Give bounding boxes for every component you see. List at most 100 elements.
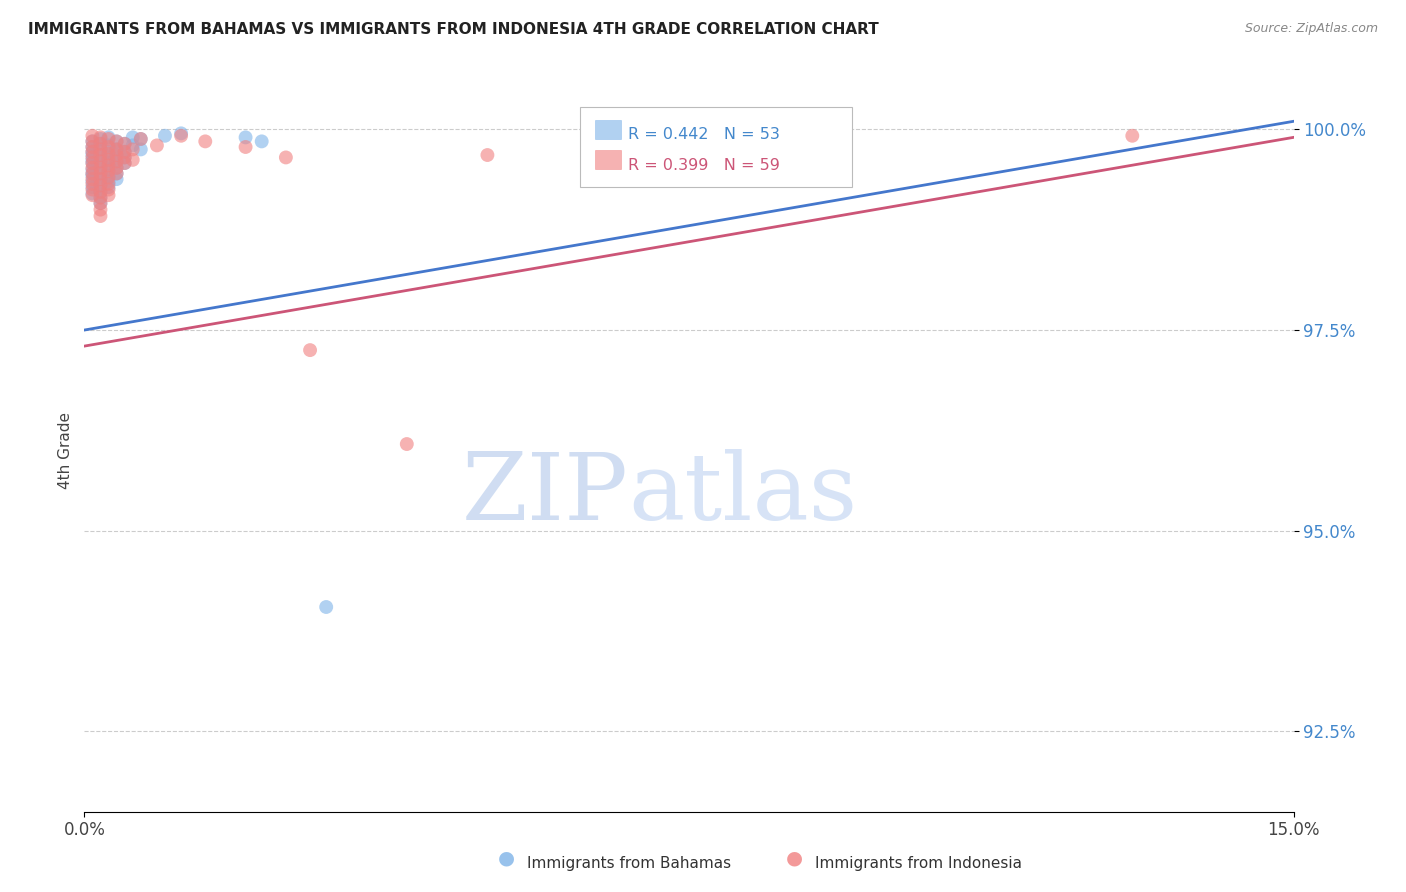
Point bbox=[105, 142, 128, 156]
Point bbox=[114, 145, 136, 159]
Point bbox=[89, 166, 111, 180]
Point bbox=[89, 161, 111, 175]
Point bbox=[82, 153, 104, 167]
Point bbox=[105, 161, 128, 175]
Point bbox=[121, 130, 143, 145]
Point bbox=[89, 154, 111, 169]
Text: R = 0.399   N = 59: R = 0.399 N = 59 bbox=[628, 158, 780, 173]
Point bbox=[1121, 128, 1143, 143]
Point bbox=[89, 142, 111, 156]
Point bbox=[105, 154, 128, 169]
Point bbox=[97, 145, 120, 159]
Point bbox=[89, 178, 111, 193]
FancyBboxPatch shape bbox=[581, 107, 852, 186]
Point bbox=[114, 145, 136, 159]
Point bbox=[477, 148, 499, 162]
Point bbox=[89, 185, 111, 199]
Point bbox=[105, 154, 128, 169]
Point bbox=[170, 128, 193, 143]
Point bbox=[105, 148, 128, 162]
Text: R = 0.442   N = 53: R = 0.442 N = 53 bbox=[628, 127, 780, 142]
Point bbox=[89, 136, 111, 151]
Point bbox=[153, 128, 176, 143]
Point bbox=[82, 169, 104, 183]
Point bbox=[105, 142, 128, 156]
Point bbox=[114, 136, 136, 151]
Text: ●: ● bbox=[498, 848, 515, 867]
Point bbox=[97, 158, 120, 172]
Point bbox=[315, 600, 337, 615]
Point bbox=[82, 188, 104, 202]
Point bbox=[250, 134, 273, 148]
Point bbox=[89, 178, 111, 193]
Point bbox=[105, 134, 128, 148]
Point bbox=[105, 166, 128, 180]
Point bbox=[598, 128, 620, 143]
FancyBboxPatch shape bbox=[595, 150, 621, 169]
Point bbox=[97, 164, 120, 178]
Point bbox=[105, 172, 128, 186]
Point bbox=[82, 134, 104, 148]
Text: Immigrants from Indonesia: Immigrants from Indonesia bbox=[815, 856, 1022, 871]
Point bbox=[89, 196, 111, 211]
Point bbox=[97, 183, 120, 197]
Text: Source: ZipAtlas.com: Source: ZipAtlas.com bbox=[1244, 22, 1378, 36]
Point bbox=[97, 146, 120, 161]
Point bbox=[82, 166, 104, 180]
Point bbox=[89, 202, 111, 217]
Point bbox=[97, 174, 120, 188]
Point bbox=[89, 148, 111, 162]
Point bbox=[129, 132, 152, 146]
Point bbox=[299, 343, 322, 358]
Point bbox=[97, 156, 120, 170]
Point bbox=[82, 145, 104, 159]
Point bbox=[105, 166, 128, 180]
Point bbox=[274, 151, 297, 165]
Point bbox=[105, 134, 128, 148]
Point bbox=[97, 169, 120, 183]
Point bbox=[194, 134, 217, 148]
Point bbox=[97, 177, 120, 191]
Point bbox=[82, 174, 104, 188]
Text: Immigrants from Bahamas: Immigrants from Bahamas bbox=[527, 856, 731, 871]
FancyBboxPatch shape bbox=[595, 120, 621, 139]
Point bbox=[235, 130, 257, 145]
Point bbox=[82, 180, 104, 194]
Point bbox=[97, 170, 120, 185]
Point bbox=[97, 180, 120, 194]
Point bbox=[97, 188, 120, 202]
Point bbox=[114, 156, 136, 170]
Point bbox=[114, 151, 136, 165]
Point bbox=[89, 172, 111, 186]
Text: IMMIGRANTS FROM BAHAMAS VS IMMIGRANTS FROM INDONESIA 4TH GRADE CORRELATION CHART: IMMIGRANTS FROM BAHAMAS VS IMMIGRANTS FR… bbox=[28, 22, 879, 37]
Point bbox=[170, 126, 193, 140]
Point bbox=[89, 136, 111, 151]
Point bbox=[89, 148, 111, 162]
Point bbox=[82, 186, 104, 201]
Point bbox=[97, 140, 120, 154]
Point bbox=[89, 172, 111, 186]
Point bbox=[97, 153, 120, 167]
Point bbox=[105, 161, 128, 175]
Point bbox=[129, 132, 152, 146]
Point bbox=[97, 138, 120, 153]
Point bbox=[114, 151, 136, 165]
Point bbox=[82, 156, 104, 170]
Point bbox=[82, 161, 104, 175]
Y-axis label: 4th Grade: 4th Grade bbox=[58, 412, 73, 489]
Point bbox=[97, 130, 120, 145]
Point bbox=[121, 138, 143, 153]
Point bbox=[82, 162, 104, 177]
Point bbox=[89, 142, 111, 156]
Point bbox=[121, 153, 143, 167]
Point bbox=[82, 166, 104, 180]
Point bbox=[97, 132, 120, 146]
Point bbox=[114, 156, 136, 170]
Point bbox=[129, 142, 152, 156]
Point bbox=[235, 140, 257, 154]
Point bbox=[146, 138, 169, 153]
Point bbox=[82, 151, 104, 165]
Point bbox=[89, 132, 111, 146]
Point bbox=[114, 136, 136, 151]
Point bbox=[89, 190, 111, 204]
